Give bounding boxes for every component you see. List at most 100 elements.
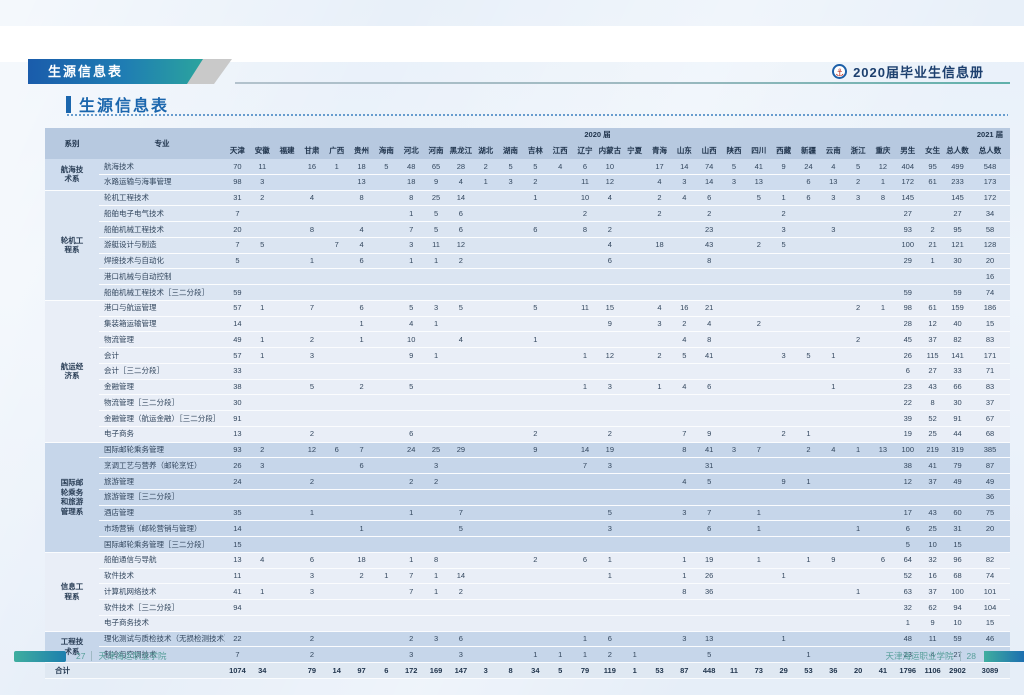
- value-cell: 9: [771, 473, 797, 490]
- value-cell: 1: [473, 174, 499, 191]
- value-cell: 94: [945, 599, 970, 616]
- value-cell: [274, 253, 300, 270]
- value-cell: 46: [970, 631, 1010, 648]
- value-cell: [249, 520, 275, 537]
- table-row: 港口机械与自动控制 16: [45, 268, 1010, 285]
- value-cell: [373, 221, 399, 238]
- value-cell: [398, 363, 424, 380]
- value-cell: 233: [945, 174, 970, 191]
- value-cell: [547, 536, 573, 553]
- value-cell: 100: [895, 237, 921, 254]
- value-cell: 11: [572, 300, 598, 317]
- value-cell: [721, 284, 747, 301]
- value-cell: [895, 268, 921, 285]
- value-cell: 3: [647, 316, 672, 333]
- value-cell: 8: [349, 190, 374, 207]
- value-cell: [647, 457, 672, 474]
- value-cell: 1: [671, 552, 697, 569]
- value-cell: 18: [349, 159, 374, 175]
- sum-label-cell: 合计: [45, 662, 225, 679]
- value-cell: 404: [895, 159, 921, 175]
- value-cell: 5: [448, 520, 474, 537]
- value-cell: [274, 284, 300, 301]
- value-cell: [274, 410, 300, 427]
- value-cell: [448, 426, 474, 443]
- value-cell: [473, 520, 499, 537]
- value-cell: [820, 615, 846, 632]
- value-cell: [398, 457, 424, 474]
- table-row: 工程技 术系 理化测试与质检技术（无损检测技术） 22 2 2 3 6 1 6 3 13 1 48 11 5…: [45, 631, 1010, 663]
- section-header: 生源信息表: [66, 92, 169, 116]
- value-cell: [473, 331, 499, 348]
- value-cell: [796, 379, 821, 396]
- value-cell: [746, 631, 772, 648]
- value-cell: [249, 599, 275, 616]
- value-cell: 4: [349, 237, 374, 254]
- table-row: 集装箱运输管理 14 1 4 1 9 3 2 4 2 28 12 40 15: [45, 316, 1010, 333]
- col-header-province: 重庆: [870, 142, 896, 159]
- footer-divider: [959, 651, 961, 661]
- value-cell: [771, 615, 797, 632]
- value-cell: 8: [920, 394, 946, 411]
- value-cell: [647, 536, 672, 553]
- value-cell: 98: [225, 174, 250, 191]
- value-cell: [473, 457, 499, 474]
- value-cell: [274, 520, 300, 537]
- value-cell: 145: [895, 190, 921, 207]
- col-header-province: 福建: [274, 142, 300, 159]
- value-cell: [349, 394, 374, 411]
- value-cell: [796, 284, 821, 301]
- value-cell: [522, 363, 548, 380]
- value-cell: [373, 583, 399, 600]
- value-cell: [249, 426, 275, 443]
- value-cell: 1: [771, 631, 797, 648]
- value-cell: [597, 615, 623, 632]
- value-cell: [870, 489, 896, 506]
- value-cell: [473, 316, 499, 333]
- value-cell: 14: [448, 190, 474, 207]
- table-row: 电子商务 13 2 6 2 2 7 9 2 1 19 25 44 68: [45, 426, 1010, 443]
- value-cell: 1: [820, 379, 846, 396]
- value-cell: 37: [970, 394, 1010, 411]
- col-header-province: 湖北: [473, 142, 499, 159]
- value-cell: 2: [349, 568, 374, 585]
- value-cell: 2: [845, 300, 871, 317]
- value-cell: [349, 205, 374, 222]
- value-cell: [349, 505, 374, 522]
- value-cell: [622, 473, 648, 490]
- major-cell: 烹调工艺与营养（邮轮烹饪）: [99, 457, 225, 474]
- value-cell: [324, 379, 350, 396]
- value-cell: 15: [597, 300, 623, 317]
- value-cell: 5: [845, 159, 871, 175]
- value-cell: [349, 268, 374, 285]
- value-cell: [274, 552, 300, 569]
- value-cell: [671, 536, 697, 553]
- value-cell: [696, 489, 722, 506]
- value-cell: [423, 410, 449, 427]
- value-cell: [671, 599, 697, 616]
- value-cell: [820, 536, 846, 553]
- value-cell: 8: [671, 442, 697, 459]
- value-cell: [398, 489, 424, 506]
- value-cell: [373, 615, 399, 632]
- value-cell: [746, 221, 772, 238]
- value-cell: [373, 253, 399, 270]
- value-cell: 27: [945, 646, 970, 663]
- value-cell: 18: [398, 174, 424, 191]
- value-cell: 74: [970, 568, 1010, 585]
- value-cell: 49: [945, 473, 970, 490]
- value-cell: [473, 253, 499, 270]
- value-cell: [597, 331, 623, 348]
- value-cell: [299, 237, 325, 254]
- value-cell: [498, 631, 523, 648]
- table-row: 旅游管理［三二分段］ 36: [45, 489, 1010, 506]
- value-cell: [324, 410, 350, 427]
- booklet-header: ⚓ 2020届毕业生信息册: [832, 59, 984, 84]
- sum-value-cell: 29: [771, 662, 797, 679]
- value-cell: [696, 536, 722, 553]
- value-cell: 14: [225, 520, 250, 537]
- major-cell: 船舶机械工程技术: [99, 221, 225, 238]
- value-cell: [845, 363, 871, 380]
- dept-cell: 轮机工 程系: [45, 190, 99, 301]
- value-cell: 2: [299, 331, 325, 348]
